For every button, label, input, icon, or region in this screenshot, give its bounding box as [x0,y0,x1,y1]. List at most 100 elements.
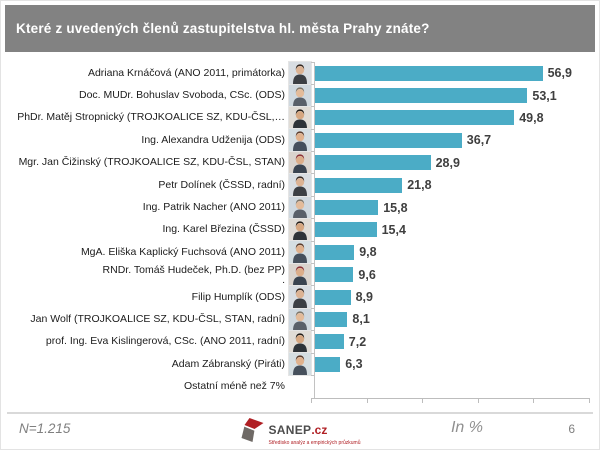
value-label: 53,1 [532,88,557,103]
category-label-subline: . [282,273,285,286]
sanep-logo-icon [241,417,264,442]
person-photo [288,217,314,242]
category-label: Doc. MUDr. Bohuslav Svoboda, CSc. (ODS) [79,89,285,102]
bar-cell: 49,8 [311,106,595,130]
value-label: 56,9 [547,66,572,81]
bar [315,200,379,216]
person-photo [288,307,314,332]
person-avatar-icon [288,352,312,377]
chart-row: PhDr. Matěj Stropnický (TROJKOALICE SZ, … [5,105,595,130]
bar [315,289,351,305]
bar [315,132,462,148]
category-label: PhDr. Matěj Stropnický (TROJKOALICE SZ, … [17,111,285,124]
slide-footer: N=1.215 SANEP.cz Středisko analýz a empi… [5,414,595,449]
logo-text: SANEP [268,422,312,437]
bar-cell: 36,7 [311,128,595,152]
value-label: 15,8 [383,200,408,215]
person-avatar-icon [288,217,312,242]
person-photo [288,352,314,377]
sanep-logo: SANEP.cz Středisko analýz a empirických … [240,417,361,446]
person-photo [288,285,314,310]
chart-row: prof. Ing. Eva Kislingerová, CSc. (ANO 2… [5,329,595,354]
person-photo [288,329,314,354]
value-label: 8,9 [355,290,373,305]
bar [315,65,543,81]
bar-cell: 8,9 [311,285,595,309]
value-label: 21,8 [407,178,432,193]
person-avatar-icon [288,329,312,354]
person-photo [288,61,314,86]
bar-cell: 6,3 [311,352,595,376]
bar [315,244,355,260]
bar-cell: 56,9 [311,61,595,85]
person-avatar-icon [288,150,312,175]
slide-header: Které z uvedených členů zastupitelstva h… [5,5,595,52]
bar [315,155,431,171]
category-label: Mgr. Jan Čižinský (TROJKOALICE SZ, KDU-Č… [18,156,285,169]
bar-cell [311,374,595,398]
x-axis-tick [422,398,424,403]
chart-rows: Adriana Krnáčová (ANO 2011, primátorka) 5… [5,61,595,398]
person-avatar-icon [288,285,312,310]
logo-tagline: Středisko analýz a empirických průzkumů [268,439,361,446]
category-label: RNDr. Tomáš Hudeček, Ph.D. (bez PP). [5,264,288,286]
chart-row: Adam Zábranský (Piráti) 6,3 [5,352,595,377]
person-photo [288,240,314,265]
chart-row: Ostatní méně než 7% [5,374,595,398]
person-avatar-icon [288,173,312,198]
sample-size-label: N=1.215 [19,420,71,436]
person-avatar-icon [288,195,312,220]
person-photo [288,128,314,153]
page-number: 6 [568,421,575,436]
bar-cell: 9,6 [311,263,595,286]
bar-cell: 7,2 [311,330,595,354]
unit-label: In % [450,418,483,436]
person-photo [288,105,314,130]
category-label: MgA. Eliška Kaplický Fuchsová (ANO 2011) [80,245,285,258]
person-photo [288,262,314,287]
person-avatar-icon [288,128,312,153]
category-label: Adriana Krnáčová (ANO 2011, primátorka) [87,66,285,79]
value-label: 36,7 [466,133,492,148]
bar [315,356,341,372]
bar [315,311,348,327]
value-label: 49,8 [519,110,544,125]
bar [315,177,403,193]
person-avatar-icon [288,307,312,332]
footer-divider [7,411,593,414]
category-label: Petr Dolínek (ČSSD, radní) [158,178,285,191]
bar [315,334,344,350]
chart-row: Petr Dolínek (ČSSD, radní) 21,8 [5,173,595,198]
bar-cell: 9,8 [311,240,595,264]
value-label: 9,8 [359,245,377,260]
x-axis-tick [366,398,368,403]
page-title: Které z uvedených členů zastupitelstva h… [16,21,430,36]
category-label: prof. Ing. Eva Kislingerová, CSc. (ANO 2… [45,335,285,348]
category-label: Adam Zábranský (Piráti) [171,357,285,370]
chart-row: RNDr. Tomáš Hudeček, Ph.D. (bez PP). 9,6 [5,262,595,287]
bar-cell: 15,8 [311,195,595,219]
logo-text-suffix: .cz [311,422,328,437]
chart-row: Mgr. Jan Čižinský (TROJKOALICE SZ, KDU-Č… [5,150,595,175]
value-label: 6,3 [345,357,363,372]
chart-row: Ing. Patrik Nacher (ANO 2011) 15,8 [5,195,595,220]
person-avatar-icon [288,83,312,108]
category-label: Jan Wolf (TROJKOALICE SZ, KDU-ČSL, STAN,… [30,312,285,325]
person-avatar-icon [288,105,312,130]
person-avatar-icon [288,240,312,265]
x-axis [311,397,590,404]
x-axis-tick [477,398,479,403]
person-photo [288,83,314,108]
bar-cell: 15,4 [311,218,595,242]
bar [315,110,515,126]
person-photo [288,150,314,175]
value-label: 7,2 [348,334,367,349]
bar-cell: 21,8 [311,173,595,197]
person-avatar-icon [288,61,312,86]
bar [315,222,377,238]
bar-cell: 8,1 [311,307,595,331]
chart-row: Ing. Karel Březina (ČSSD) 15,4 [5,217,595,242]
category-label: Ing. Alexandra Udženija (ODS) [141,133,285,146]
value-label: 15,4 [381,222,406,237]
